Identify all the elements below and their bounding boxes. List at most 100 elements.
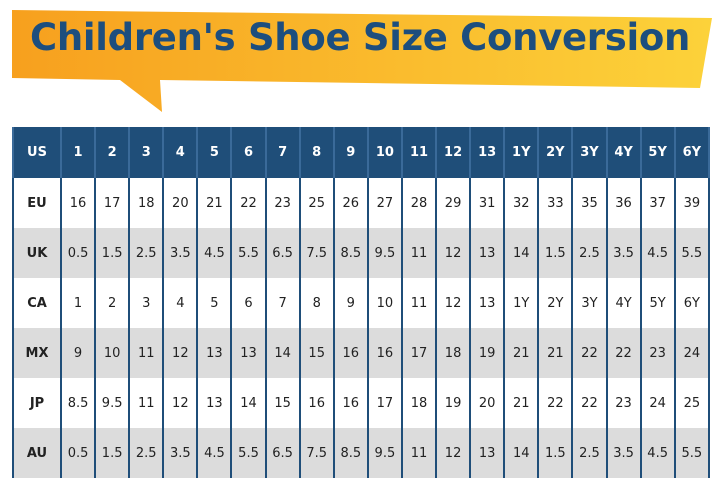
cell: 22 <box>571 328 608 378</box>
cell: 12 <box>162 378 199 428</box>
cell: 22 <box>230 178 267 228</box>
cell: 4.5 <box>639 228 676 278</box>
table-row: EU 16 17 18 20 21 22 23 25 26 27 28 29 31 32 33 35 36 37 39 <box>12 178 711 228</box>
cell: 1Y <box>503 127 540 178</box>
cell: 12 <box>435 127 472 178</box>
cell: 22 <box>571 378 608 428</box>
cell: 13 <box>469 228 506 278</box>
cell: 9 <box>332 278 369 328</box>
cell: 24 <box>673 328 711 378</box>
cell: 1Y <box>503 278 540 328</box>
cell: 4 <box>162 127 199 178</box>
cell: 5 <box>196 278 233 328</box>
cell: 8.5 <box>332 428 369 478</box>
cell: 8 <box>298 127 335 178</box>
cell: 2.5 <box>128 228 165 278</box>
cell: 37 <box>639 178 676 228</box>
cell: 1.5 <box>537 228 574 278</box>
row-label: EU <box>12 178 62 228</box>
cell: 12 <box>435 278 472 328</box>
cell: 1 <box>59 278 97 328</box>
title: Children's Shoe Size Conversion <box>30 16 691 59</box>
cell: 13 <box>469 127 506 178</box>
cell: 22 <box>537 378 574 428</box>
cell: 20 <box>162 178 199 228</box>
cell: 17 <box>400 328 438 378</box>
cell: 15 <box>298 328 335 378</box>
cell: 2.5 <box>128 428 165 478</box>
cell: 18 <box>435 328 472 378</box>
cell: 32 <box>503 178 540 228</box>
banner <box>12 10 712 112</box>
cell: 29 <box>435 178 472 228</box>
cell: 9.5 <box>94 378 131 428</box>
cell: 7.5 <box>298 428 335 478</box>
cell: 2Y <box>537 127 574 178</box>
cell: 8.5 <box>332 228 369 278</box>
cell: 6 <box>230 127 267 178</box>
cell: 7.5 <box>298 228 335 278</box>
cell: 2 <box>94 278 131 328</box>
cell: 11 <box>400 228 438 278</box>
cell: 5Y <box>639 127 676 178</box>
cell: 21 <box>537 328 574 378</box>
cell: 4.5 <box>196 428 233 478</box>
cell: 1.5 <box>94 428 131 478</box>
cell: 3.5 <box>162 428 199 478</box>
cell: 36 <box>605 178 642 228</box>
cell: 2Y <box>537 278 574 328</box>
cell: 2 <box>94 127 131 178</box>
cell: 16 <box>366 328 403 378</box>
cell: 5.5 <box>230 428 267 478</box>
cell: 12 <box>435 228 472 278</box>
cell: 10 <box>94 328 131 378</box>
cell: 11 <box>400 127 438 178</box>
cell: 24 <box>639 378 676 428</box>
cell: 14 <box>264 328 301 378</box>
cell: 33 <box>537 178 574 228</box>
cell: 14 <box>503 428 540 478</box>
cell: 4Y <box>605 278 642 328</box>
cell: 12 <box>162 328 199 378</box>
table-row: MX 9 10 11 12 13 13 14 15 16 16 17 18 19 21 21 22 22 23 24 <box>12 328 711 378</box>
row-label: UK <box>12 228 62 278</box>
cell: 25 <box>673 378 711 428</box>
row-label: JP <box>12 378 62 428</box>
cell: 6.5 <box>264 228 301 278</box>
cell: 6Y <box>673 278 711 328</box>
cell: 4.5 <box>639 428 676 478</box>
cell: 1 <box>59 127 97 178</box>
cell: 28 <box>400 178 438 228</box>
cell: 23 <box>605 378 642 428</box>
cell: 6Y <box>673 127 711 178</box>
cell: 6 <box>230 278 267 328</box>
cell: 13 <box>230 328 267 378</box>
cell: 9 <box>332 127 369 178</box>
cell: 13 <box>469 428 506 478</box>
cell: 23 <box>264 178 301 228</box>
row-label: CA <box>12 278 62 328</box>
cell: 27 <box>366 178 403 228</box>
cell: 10 <box>366 127 403 178</box>
cell: 19 <box>469 328 506 378</box>
cell: 7 <box>264 278 301 328</box>
cell: 16 <box>298 378 335 428</box>
cell: 18 <box>400 378 438 428</box>
cell: 5.5 <box>673 228 711 278</box>
cell: 15 <box>264 378 301 428</box>
table-row: AU 0.5 1.5 2.5 3.5 4.5 5.5 6.5 7.5 8.5 9.5 11 12 13 14… <box>12 428 711 478</box>
cell: 21 <box>196 178 233 228</box>
table-row: UK 0.5 1.5 2.5 3.5 4.5 5.5 6.5 7.5 8.5 9.5 11 12 13 14… <box>12 228 711 278</box>
cell: 21 <box>503 378 540 428</box>
cell: 6.5 <box>264 428 301 478</box>
cell: 2.5 <box>571 428 608 478</box>
cell: 5 <box>196 127 233 178</box>
cell: 39 <box>673 178 711 228</box>
cell: 0.5 <box>59 428 97 478</box>
cell: 16 <box>332 378 369 428</box>
cell: 5.5 <box>230 228 267 278</box>
cell: 11 <box>400 278 438 328</box>
size-table: US 1 2 3 4 5 6 7 8 9 10 11 12 13 1Y 2Y 3Y 4Y 5Y 6Y EU 16 17 18 2… <box>12 127 711 478</box>
cell: 3Y <box>571 127 608 178</box>
cell: 13 <box>196 378 233 428</box>
